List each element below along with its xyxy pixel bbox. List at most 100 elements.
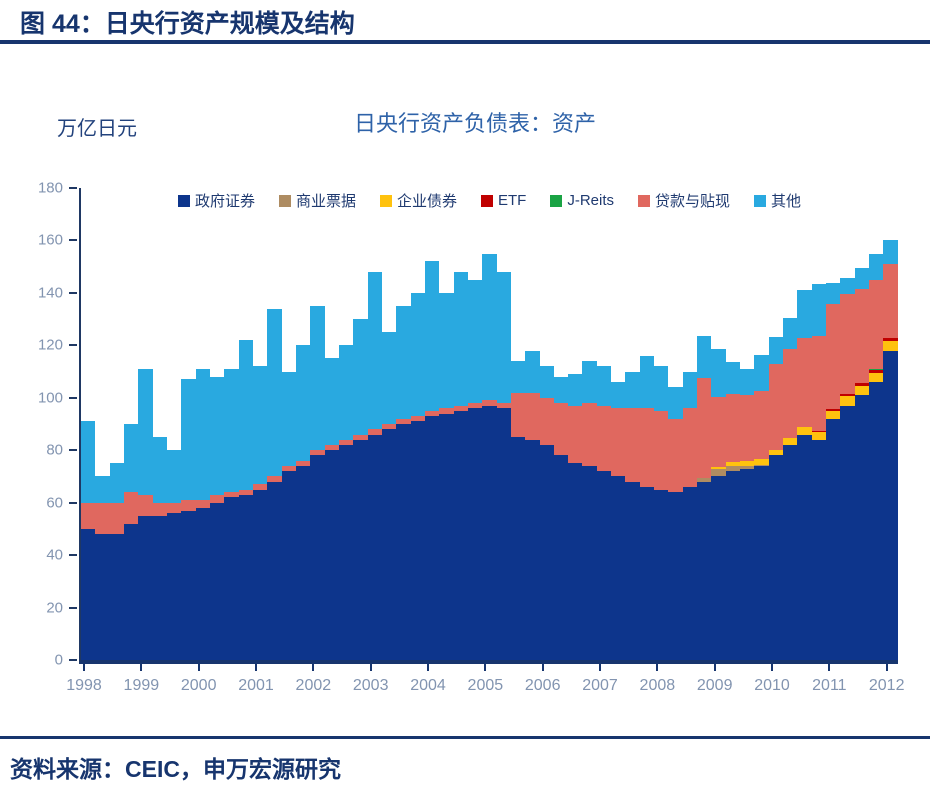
legend-swatch-icon [550,194,563,207]
bar-segment [338,444,354,660]
bar-segment [439,408,454,414]
bar-1998Q3 [109,188,124,660]
bar-segment [138,494,153,516]
legend-swatch-icon [481,194,493,207]
bar-segment [826,282,841,304]
y-tick-label: 0 [54,651,63,669]
legend-item: 贷款与贴现 [638,190,730,211]
bar-2000Q4 [238,188,253,660]
bar-segment [166,502,182,514]
bar-segment [439,292,454,409]
bar-segment [682,371,698,409]
bar-segment [224,497,239,660]
bar-2002Q1 [310,188,325,660]
bar-2009Q3 [740,188,755,660]
x-tick-mark [484,664,487,671]
bar-segment [181,510,196,660]
x-tick-label: 2011 [812,677,847,694]
bar-segment [740,465,755,469]
y-tick-mark [69,239,77,242]
y-axis: 0 20 40 60 80 100 120 140 160 180 [0,180,79,669]
bar-segment [639,486,655,660]
bar-segment [711,476,726,660]
bar-segment [725,465,741,472]
bar-segment [826,408,841,411]
y-tick-label: 180 [37,179,63,197]
bar-segment [152,515,167,660]
bar-segment [453,410,468,660]
bar-segment [410,416,425,422]
bar-segment [353,439,368,660]
x-tick-label: 2007 [582,677,618,694]
y-tick-label: 160 [37,231,63,249]
bar-segment [854,385,870,396]
bar-segment [381,424,397,430]
bar-segment [138,515,153,660]
bar-segment [611,382,626,409]
bar-segment [740,468,755,660]
y-tick-label: 80 [46,441,63,459]
y-tick-label: 100 [37,389,63,407]
y-tick-label: 20 [46,599,63,617]
bar-2003Q1 [367,188,382,660]
legend-swatch-icon [638,194,651,207]
bar-segment [869,280,884,370]
x-tick-label: 2008 [639,677,676,694]
bar-segment [482,405,497,660]
bar-segment [482,400,497,406]
bar-1998Q1 [81,188,96,660]
bar-segment [510,437,526,660]
bar-2003Q2 [381,188,397,660]
bar-segment [396,418,411,424]
bar-segment [324,445,339,451]
bar-segment [625,408,640,482]
bar-segment [811,430,827,432]
bar-segment [725,393,741,463]
legend-label: 贷款与贴现 [655,193,731,210]
bar-segment [238,494,253,660]
bar-2004Q2 [439,188,454,660]
bar-1999Q3 [166,188,182,660]
bar-2006Q3 [568,188,583,660]
bar-segment [209,494,225,503]
bar-segment [840,393,855,397]
legend-label: 其他 [771,193,802,210]
bar-segment [482,253,497,401]
bar-segment [697,477,712,482]
bar-2007Q1 [596,188,612,660]
bar-segment [224,368,239,493]
x-tick-mark [197,664,200,671]
bar-segment [353,319,368,435]
bar-segment [410,292,425,417]
bar-2008Q4 [697,188,712,660]
legend-item: 其他 [754,190,801,211]
bar-segment [539,444,554,660]
bar-segment [654,489,669,660]
bar-segment [553,403,569,456]
bar-segment [754,391,769,460]
bar-segment [883,240,898,265]
bar-2005Q2 [496,188,511,660]
y-tick-label: 60 [46,494,63,512]
x-tick-mark [369,664,372,671]
x-tick-label: 2005 [467,677,504,694]
bar-segment [840,405,855,660]
legend-label: 企业债券 [396,193,457,210]
bar-2007Q2 [611,188,626,660]
x-tick-mark [140,664,143,671]
bar-segment [625,481,640,660]
bar-segment [209,376,225,495]
y-tick-mark [69,396,77,399]
bar-segment [109,502,124,535]
x-tick-mark [828,664,831,671]
bar-segment [453,271,468,406]
x-axis: 1998 1999 2000 2001 2002 2003 2004 2005 2006 2007… [66,664,904,704]
bar-segment [338,345,354,440]
bar-segment [467,403,483,409]
bar-segment [238,489,253,495]
bar-2000Q2 [209,188,225,660]
bar-2012Q1 [883,188,898,660]
legend-swatch-icon [278,194,291,207]
x-tick-mark [713,664,716,671]
bar-segment [654,366,669,411]
